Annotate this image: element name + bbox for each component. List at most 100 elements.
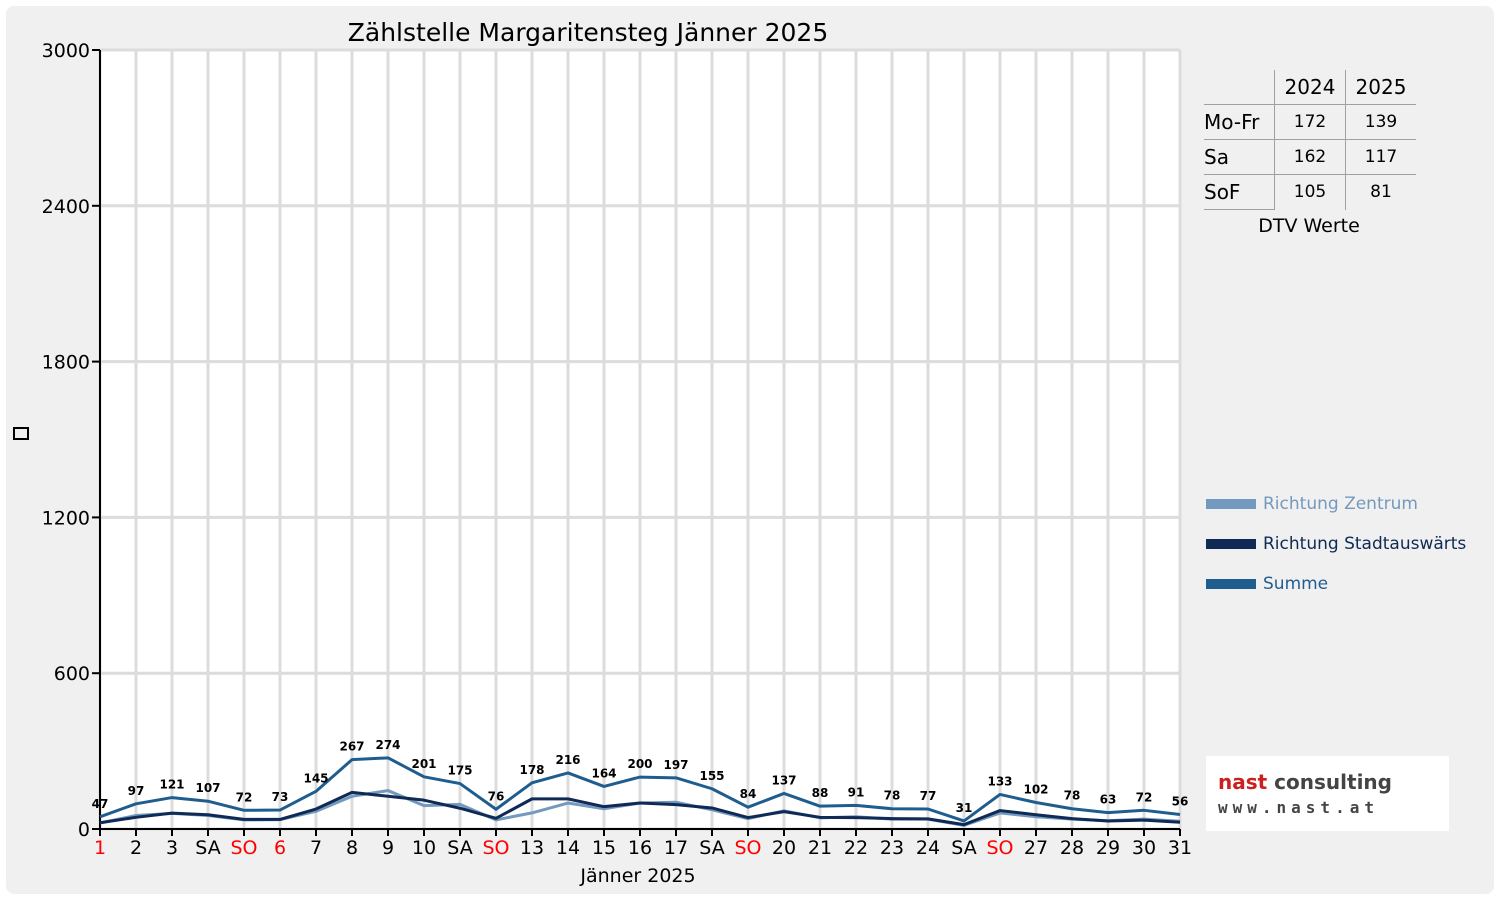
chart-frame: 0 600 1200 1800 2400 3000 1 2 3 SA SO 6 7 8 9 10 SA SO 13 1… bbox=[6, 6, 1494, 894]
x-tick-label: 6 bbox=[274, 837, 286, 859]
data-label: 197 bbox=[663, 758, 688, 772]
x-tick-label: SO bbox=[230, 837, 257, 859]
dtv-row-label: Mo-Fr bbox=[1204, 104, 1275, 140]
data-label: 102 bbox=[1023, 783, 1048, 797]
data-label: 76 bbox=[488, 789, 505, 803]
data-label: 63 bbox=[1100, 793, 1117, 807]
x-tick-label: 23 bbox=[880, 837, 904, 859]
dtv-value-2025: 117 bbox=[1345, 139, 1416, 175]
data-label: 56 bbox=[1172, 794, 1189, 808]
x-tick-label: 1 bbox=[94, 837, 106, 859]
data-label: 73 bbox=[272, 790, 289, 804]
y-axis-marker-icon bbox=[13, 427, 29, 440]
data-label: 137 bbox=[771, 773, 796, 787]
x-tick-label: 29 bbox=[1096, 837, 1120, 859]
y-tick-label: 600 bbox=[54, 663, 90, 685]
data-label: 78 bbox=[1064, 789, 1081, 803]
dtv-row-label: SoF bbox=[1204, 174, 1275, 210]
x-tick-label: 2 bbox=[130, 837, 142, 859]
y-tick-label: 3000 bbox=[42, 40, 90, 62]
x-tick-label: 30 bbox=[1132, 837, 1156, 859]
x-tick-label: SO bbox=[986, 837, 1013, 859]
legend-swatch bbox=[1206, 579, 1256, 589]
x-tick-label: 31 bbox=[1168, 837, 1192, 859]
x-tick-label: 9 bbox=[382, 837, 394, 859]
dtv-value-2024: 105 bbox=[1274, 174, 1346, 210]
legend-label: Richtung Stadtauswärts bbox=[1263, 534, 1467, 554]
dtv-caption: DTV Werte bbox=[1258, 215, 1360, 237]
y-tick-label: 0 bbox=[78, 819, 90, 841]
data-label: 88 bbox=[812, 786, 829, 800]
data-label: 84 bbox=[740, 787, 757, 801]
data-label: 216 bbox=[555, 753, 580, 767]
data-label: 267 bbox=[339, 740, 364, 754]
chart-title: Zählstelle Margaritensteg Jänner 2025 bbox=[347, 18, 829, 47]
data-label: 97 bbox=[128, 784, 145, 798]
series-line-stadtauswaerts bbox=[99, 790, 1181, 827]
data-label: 175 bbox=[447, 764, 472, 778]
x-tick-label: 28 bbox=[1060, 837, 1084, 859]
data-label: 77 bbox=[920, 789, 937, 803]
data-label: 31 bbox=[956, 801, 973, 815]
legend-label: Richtung Zentrum bbox=[1263, 494, 1418, 514]
logo-brand-nast: nast bbox=[1218, 770, 1268, 794]
x-tick-label: 3 bbox=[166, 837, 178, 859]
dtv-table: 2024 2025 Mo-Fr 172 139 Sa 162 117 SoF 1… bbox=[1204, 70, 1416, 210]
x-tick-label: SA bbox=[447, 837, 472, 859]
legend-item-zentrum: Richtung Zentrum bbox=[1206, 493, 1418, 515]
data-label: 145 bbox=[303, 771, 328, 785]
dtv-header-row: 2024 2025 bbox=[1204, 70, 1416, 105]
dtv-row-sa: Sa 162 117 bbox=[1204, 139, 1416, 175]
data-label: 78 bbox=[884, 789, 901, 803]
x-tick-label: 13 bbox=[520, 837, 544, 859]
x-tick-label: 15 bbox=[592, 837, 616, 859]
data-label: 107 bbox=[195, 781, 220, 795]
legend-swatch bbox=[1206, 499, 1256, 509]
y-tick-label: 1200 bbox=[42, 507, 90, 529]
legend-label: Summe bbox=[1263, 574, 1329, 594]
x-tick-label: SA bbox=[195, 837, 220, 859]
x-tick-label: SO bbox=[482, 837, 509, 859]
nast-consulting-logo: nast consulting www.nast.at bbox=[1206, 756, 1449, 831]
x-tick-label: 7 bbox=[310, 837, 322, 859]
dtv-value-2024: 172 bbox=[1274, 104, 1346, 140]
dtv-row-sof: SoF 105 81 bbox=[1204, 174, 1416, 210]
data-label: 178 bbox=[519, 763, 544, 777]
dtv-header-2025: 2025 bbox=[1345, 70, 1416, 105]
y-tick-label: 1800 bbox=[42, 352, 90, 374]
logo-url: www.nast.at bbox=[1218, 798, 1379, 817]
legend-item-stadtauswaerts: Richtung Stadtauswärts bbox=[1206, 533, 1466, 555]
x-tick-label: 21 bbox=[808, 837, 832, 859]
dtv-row-mofr: Mo-Fr 172 139 bbox=[1204, 104, 1416, 140]
data-label: 155 bbox=[699, 769, 724, 783]
data-label: 200 bbox=[627, 757, 652, 771]
data-label: 164 bbox=[591, 766, 616, 780]
x-tick-label: 10 bbox=[412, 837, 436, 859]
y-tick-label: 2400 bbox=[42, 196, 90, 218]
dtv-value-2025: 81 bbox=[1345, 174, 1416, 210]
x-tick-label: 8 bbox=[346, 837, 358, 859]
data-label: 121 bbox=[159, 778, 184, 792]
x-tick-label: SO bbox=[734, 837, 761, 859]
data-label: 72 bbox=[236, 790, 253, 804]
data-label: 274 bbox=[375, 738, 400, 752]
x-tick-label: SA bbox=[951, 837, 976, 859]
data-label: 133 bbox=[987, 774, 1012, 788]
series-line-summe bbox=[99, 756, 1181, 823]
x-tick-label: SA bbox=[699, 837, 724, 859]
logo-brand-consulting: consulting bbox=[1274, 770, 1392, 794]
legend-swatch bbox=[1206, 539, 1256, 549]
dtv-header-corner bbox=[1204, 70, 1275, 105]
dtv-header-2024: 2024 bbox=[1274, 70, 1346, 105]
data-label: 91 bbox=[848, 785, 865, 799]
x-tick-label: 27 bbox=[1024, 837, 1048, 859]
data-label: 47 bbox=[92, 797, 109, 811]
logo-brand: nast consulting bbox=[1218, 770, 1392, 794]
x-tick-label: 22 bbox=[844, 837, 868, 859]
x-axis-label: Jänner 2025 bbox=[579, 865, 695, 887]
dtv-value-2024: 162 bbox=[1274, 139, 1346, 175]
x-tick-label: 24 bbox=[916, 837, 940, 859]
dtv-value-2025: 139 bbox=[1345, 104, 1416, 140]
data-label: 201 bbox=[411, 757, 436, 771]
data-label: 72 bbox=[1136, 790, 1153, 804]
